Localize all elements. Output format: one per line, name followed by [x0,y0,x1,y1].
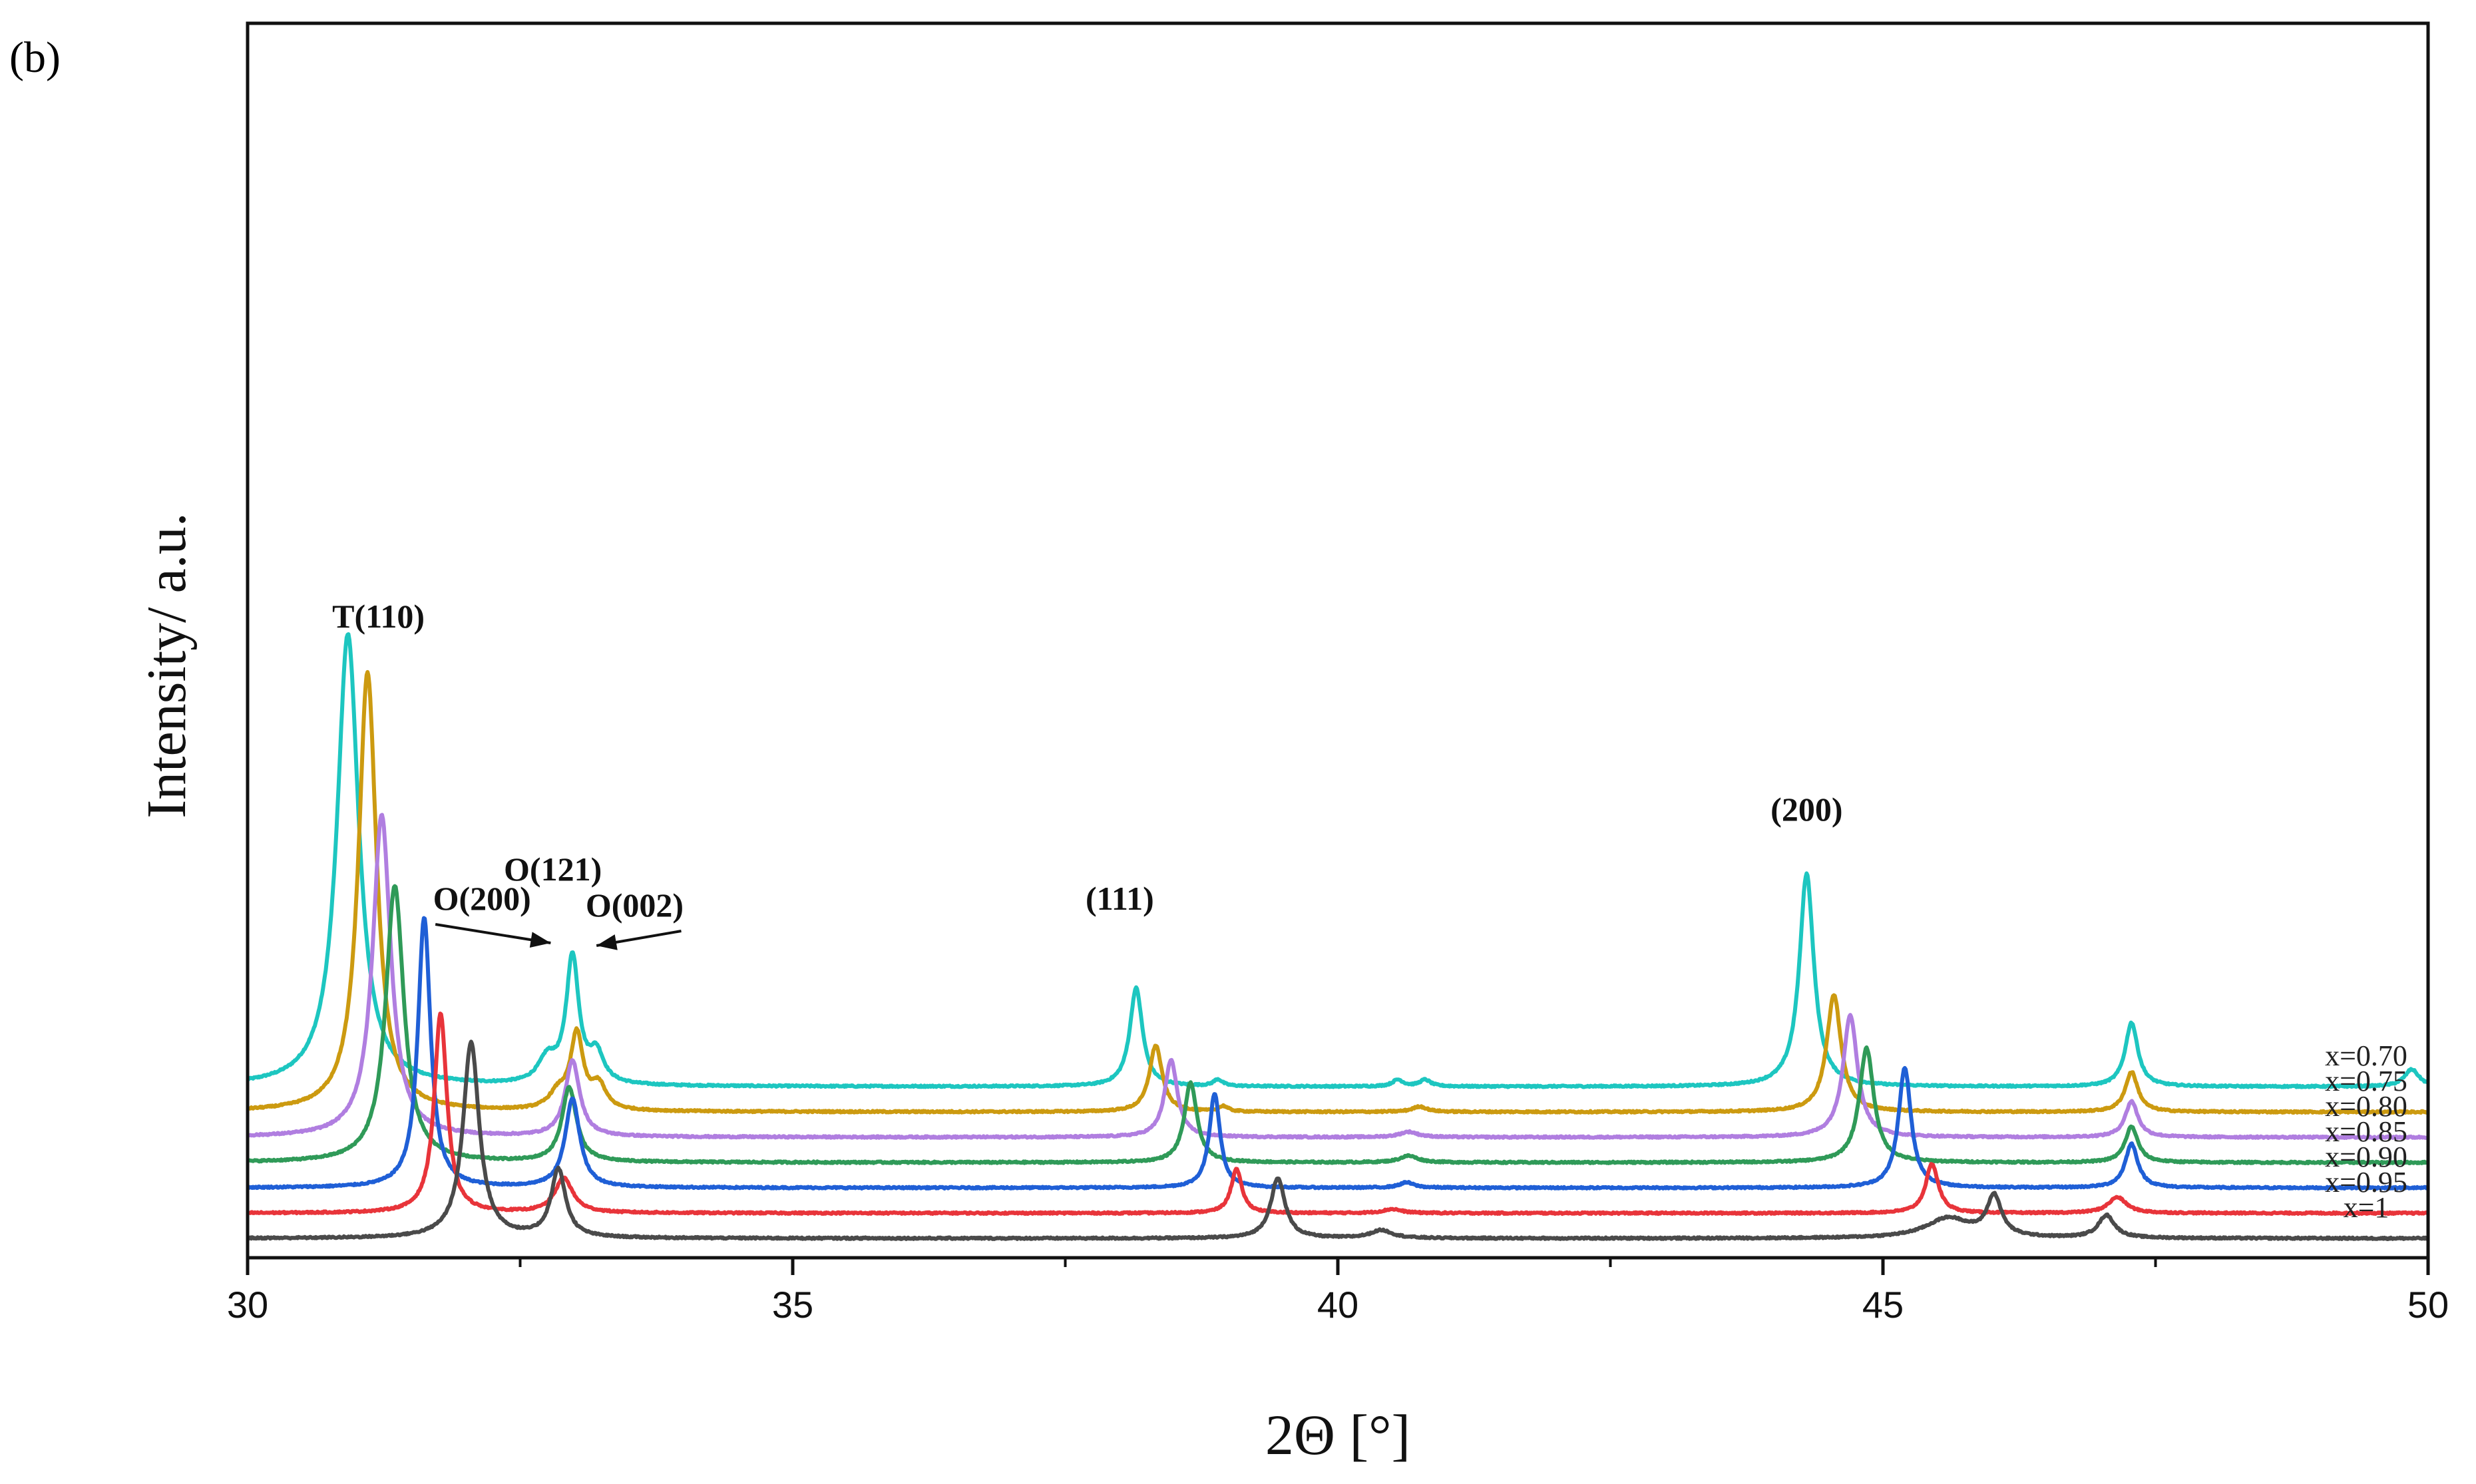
series-line [248,1039,2428,1241]
peak-annotations: T(110) O(121)O(200) O(002) (111) (200) [332,598,1842,950]
peak-annotation: T(110) [332,598,425,635]
series-label: x=0.75 [2325,1065,2407,1097]
series-labels: x=0.70x=0.75x=0.80x=0.85x=0.90x=0.95x=1 [2325,1039,2407,1224]
x-tick-label: 35 [772,1284,813,1326]
series-traces [248,632,2428,1241]
x-axis-label: 2Θ [°] [1265,1403,1410,1467]
annotation-arrow-head [596,934,618,950]
series-label: x=1 [2344,1191,2389,1224]
series-label: x=0.95 [2325,1166,2407,1199]
series-line [248,884,2428,1165]
series-label: x=0.90 [2325,1141,2407,1173]
peak-annotation: O(121) [504,850,602,888]
series-label: x=0.70 [2325,1039,2407,1072]
x-axis: 30 35 40 45 50 [227,1258,2449,1326]
peak-annotation: (200) [1770,791,1842,828]
peak-annotation: O(200) [433,880,531,917]
x-tick-label: 50 [2407,1284,2449,1326]
panel-label: (b) [9,33,61,82]
series-line [248,669,2428,1115]
series-line [248,813,2428,1140]
peak-annotation: O(002) [586,886,684,924]
y-axis-label: Intensity/ a.u. [136,512,198,819]
x-tick-label: 30 [227,1284,268,1326]
series-line [248,632,2428,1089]
x-tick-label: 45 [1862,1284,1904,1326]
series-label: x=0.80 [2325,1090,2407,1123]
peak-annotation: (111) [1086,880,1154,917]
x-tick-label: 40 [1317,1284,1358,1326]
annotation-arrow-head [529,932,551,948]
series-label: x=0.85 [2325,1115,2407,1148]
series-line [248,916,2428,1191]
series-line [248,1012,2428,1216]
